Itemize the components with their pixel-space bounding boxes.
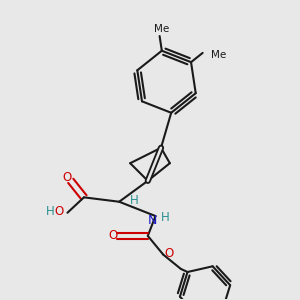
Text: O: O xyxy=(63,171,72,184)
Text: H: H xyxy=(130,194,138,207)
Text: O: O xyxy=(108,230,118,242)
Text: H: H xyxy=(161,211,170,224)
Text: Me: Me xyxy=(211,50,226,60)
Text: O: O xyxy=(55,205,64,218)
Text: Me: Me xyxy=(154,24,169,34)
Text: O: O xyxy=(164,247,174,260)
Text: H: H xyxy=(46,205,55,218)
Text: N: N xyxy=(148,214,157,226)
